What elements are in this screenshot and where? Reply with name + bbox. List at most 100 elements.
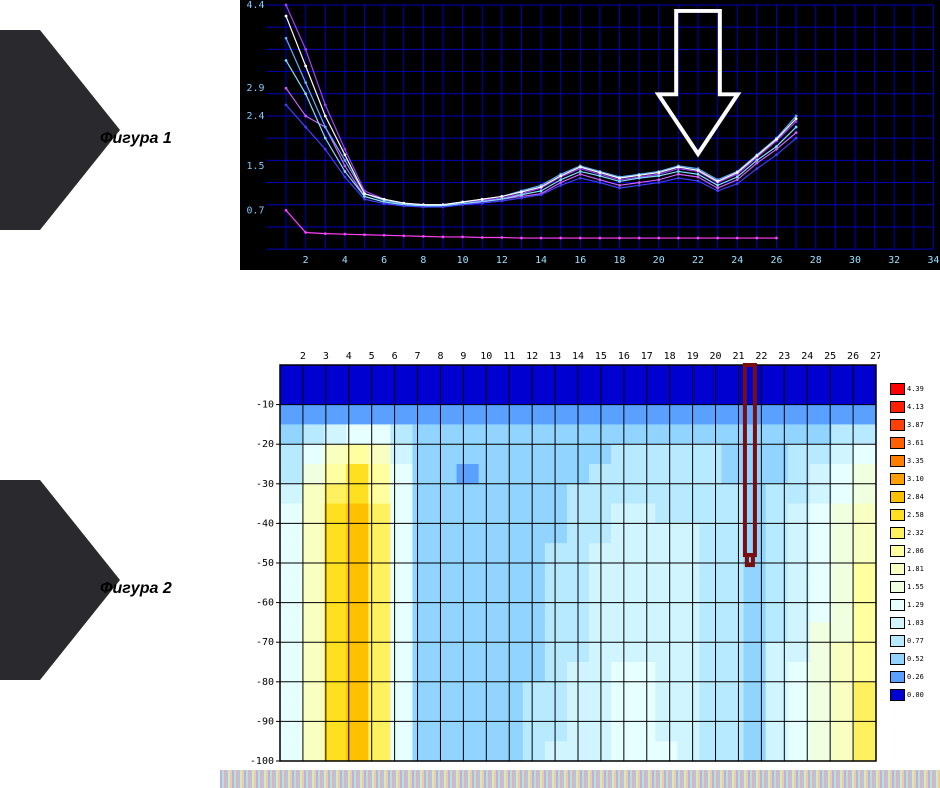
svg-text:8: 8 [420,255,426,266]
colorbar-swatch [890,473,905,485]
svg-text:26: 26 [847,351,859,362]
colorbar-swatch [890,545,905,557]
svg-text:6: 6 [392,351,398,362]
svg-text:6: 6 [381,255,387,266]
colorbar-value: 1.03 [907,619,924,627]
colorbar-value: 0.26 [907,673,924,681]
svg-text:26: 26 [771,255,783,266]
svg-text:17: 17 [641,351,653,362]
svg-text:23: 23 [778,351,790,362]
line-chart-svg: 2468101214161820222426283032340.71.52.42… [241,1,939,269]
colorbar-step: 4.39 [890,380,935,398]
svg-text:2.9: 2.9 [247,83,265,94]
line-chart: 2468101214161820222426283032340.71.52.42… [240,0,940,270]
colorbar-value: 2.06 [907,547,924,555]
colorbar-swatch [890,419,905,431]
colorbar-swatch [890,599,905,611]
colorbar-step: 2.84 [890,488,935,506]
svg-text:-10: -10 [256,400,274,411]
svg-text:18: 18 [614,255,626,266]
svg-text:0.7: 0.7 [247,205,265,216]
svg-text:1.5: 1.5 [247,161,265,172]
svg-text:-70: -70 [256,637,274,648]
svg-text:4: 4 [342,255,348,266]
svg-text:21: 21 [732,351,744,362]
colorbar-step: 3.87 [890,416,935,434]
colorbar-swatch [890,653,905,665]
svg-text:2: 2 [303,255,309,266]
svg-text:8: 8 [437,351,443,362]
colorbar-step: 1.03 [890,614,935,632]
svg-text:30: 30 [849,255,861,266]
colorbar-step: 0.26 [890,668,935,686]
heatmap-svg: 2345678910111213141516171819202122232425… [240,345,880,765]
svg-text:11: 11 [503,351,515,362]
colorbar-value: 0.77 [907,637,924,645]
colorbar-value: 1.55 [907,583,924,591]
colorbar-value: 0.00 [907,691,924,699]
svg-text:16: 16 [618,351,630,362]
colorbar-step: 2.58 [890,506,935,524]
svg-text:-30: -30 [256,479,274,490]
svg-text:12: 12 [526,351,538,362]
colorbar-value: 4.13 [907,403,924,411]
svg-text:24: 24 [731,255,743,266]
svg-text:14: 14 [535,255,547,266]
colorbar-value: 2.84 [907,493,924,501]
svg-text:22: 22 [692,255,704,266]
colorbar-swatch [890,401,905,413]
colorbar-step: 2.06 [890,542,935,560]
svg-text:5: 5 [369,351,375,362]
colorbar-swatch [890,671,905,683]
svg-text:25: 25 [824,351,836,362]
svg-text:3: 3 [323,351,329,362]
svg-text:14: 14 [572,351,584,362]
colorbar-value: 0.52 [907,655,924,663]
colorbar-value: 3.35 [907,457,924,465]
colorbar-step: 4.13 [890,398,935,416]
colorbar-step: 0.77 [890,632,935,650]
colorbar-step: 0.00 [890,686,935,704]
colorbar-step: 0.52 [890,650,935,668]
colorbar-swatch [890,581,905,593]
svg-text:27: 27 [870,351,880,362]
colorbar-swatch [890,491,905,503]
colorbar-swatch [890,563,905,575]
colorbar-value: 2.32 [907,529,924,537]
colorbar-step: 2.32 [890,524,935,542]
svg-text:-40: -40 [256,518,274,529]
svg-text:18: 18 [664,351,676,362]
svg-text:32: 32 [888,255,900,266]
svg-text:2: 2 [300,351,306,362]
svg-text:-20: -20 [256,439,274,450]
colorbar-swatch [890,437,905,449]
colorbar-value: 2.58 [907,511,924,519]
svg-text:10: 10 [480,351,492,362]
svg-text:9: 9 [460,351,466,362]
footer-noise-strip [220,770,940,788]
svg-text:-100: -100 [250,756,274,765]
svg-text:10: 10 [457,255,469,266]
colorbar-step: 3.35 [890,452,935,470]
colorbar-value: 3.61 [907,439,924,447]
svg-text:-90: -90 [256,716,274,727]
svg-text:34: 34 [927,255,939,266]
colorbar-value: 1.29 [907,601,924,609]
svg-text:2.4: 2.4 [247,111,265,122]
colorbar-swatch [890,509,905,521]
colorbar-swatch [890,383,905,395]
svg-text:16: 16 [574,255,586,266]
colorbar-value: 3.10 [907,475,924,483]
colorbar-swatch [890,617,905,629]
figure-1-label: Фигура 1 [100,130,220,148]
svg-text:7: 7 [415,351,421,362]
svg-text:4.4: 4.4 [247,1,265,11]
figure-2-label: Фигура 2 [100,580,220,598]
svg-text:12: 12 [496,255,508,266]
colorbar-swatch [890,689,905,701]
colorbar-step: 3.61 [890,434,935,452]
svg-text:13: 13 [549,351,561,362]
colorbar-swatch [890,635,905,647]
svg-text:19: 19 [687,351,699,362]
svg-text:15: 15 [595,351,607,362]
